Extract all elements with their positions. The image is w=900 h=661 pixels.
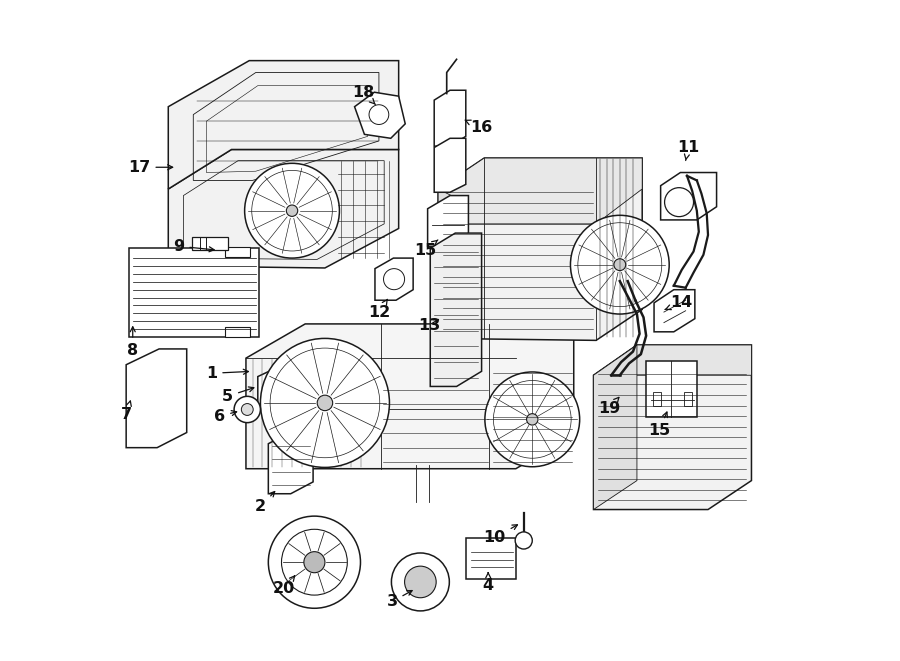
Text: 16: 16 bbox=[465, 120, 492, 136]
Polygon shape bbox=[355, 93, 405, 138]
Text: 18: 18 bbox=[352, 85, 375, 104]
Polygon shape bbox=[268, 432, 313, 494]
Text: 7: 7 bbox=[121, 401, 131, 422]
Text: 10: 10 bbox=[483, 525, 518, 545]
Circle shape bbox=[614, 258, 626, 270]
Bar bbox=[129, 249, 259, 337]
Bar bbox=[646, 362, 698, 417]
Polygon shape bbox=[126, 349, 186, 447]
Text: 13: 13 bbox=[418, 318, 440, 332]
Circle shape bbox=[664, 188, 694, 217]
Circle shape bbox=[515, 532, 532, 549]
Polygon shape bbox=[428, 196, 468, 247]
Text: 9: 9 bbox=[173, 239, 214, 254]
Circle shape bbox=[383, 268, 405, 290]
Circle shape bbox=[286, 205, 298, 216]
Circle shape bbox=[304, 552, 325, 572]
Circle shape bbox=[260, 338, 390, 467]
Polygon shape bbox=[246, 324, 573, 469]
Text: 14: 14 bbox=[665, 295, 693, 311]
Text: 5: 5 bbox=[222, 387, 254, 404]
Bar bbox=[652, 392, 661, 407]
Text: 11: 11 bbox=[677, 140, 699, 161]
Polygon shape bbox=[593, 345, 637, 510]
Text: 2: 2 bbox=[255, 492, 274, 514]
Circle shape bbox=[405, 566, 436, 598]
Circle shape bbox=[317, 395, 333, 410]
Circle shape bbox=[485, 372, 580, 467]
Circle shape bbox=[526, 414, 538, 425]
Polygon shape bbox=[168, 61, 399, 189]
Text: 1: 1 bbox=[206, 366, 248, 381]
Text: 15: 15 bbox=[414, 240, 438, 258]
Bar bbox=[225, 327, 250, 337]
Bar bbox=[466, 539, 516, 579]
Text: 17: 17 bbox=[128, 160, 173, 175]
Circle shape bbox=[268, 516, 361, 608]
Polygon shape bbox=[593, 345, 752, 375]
Polygon shape bbox=[375, 258, 413, 300]
Bar bbox=[192, 237, 229, 251]
Circle shape bbox=[241, 404, 253, 415]
Circle shape bbox=[369, 104, 389, 124]
Text: 15: 15 bbox=[648, 412, 670, 438]
Text: 20: 20 bbox=[273, 576, 295, 596]
Circle shape bbox=[571, 215, 670, 314]
Text: 6: 6 bbox=[214, 408, 237, 424]
Circle shape bbox=[282, 529, 347, 595]
Polygon shape bbox=[438, 158, 643, 224]
Polygon shape bbox=[438, 189, 458, 349]
Polygon shape bbox=[434, 91, 466, 146]
Text: 8: 8 bbox=[127, 327, 139, 358]
Polygon shape bbox=[593, 345, 752, 510]
Text: 3: 3 bbox=[386, 590, 412, 609]
Text: 12: 12 bbox=[368, 299, 390, 319]
Polygon shape bbox=[168, 149, 399, 268]
Polygon shape bbox=[257, 367, 295, 405]
Text: 19: 19 bbox=[598, 397, 620, 416]
Polygon shape bbox=[434, 138, 466, 192]
Polygon shape bbox=[654, 290, 695, 332]
Bar bbox=[684, 392, 691, 407]
Polygon shape bbox=[430, 233, 482, 387]
Polygon shape bbox=[661, 173, 716, 220]
Circle shape bbox=[245, 163, 339, 258]
Bar bbox=[225, 247, 250, 256]
Text: 4: 4 bbox=[482, 572, 494, 594]
Circle shape bbox=[234, 397, 260, 422]
Polygon shape bbox=[438, 158, 643, 340]
Circle shape bbox=[392, 553, 449, 611]
